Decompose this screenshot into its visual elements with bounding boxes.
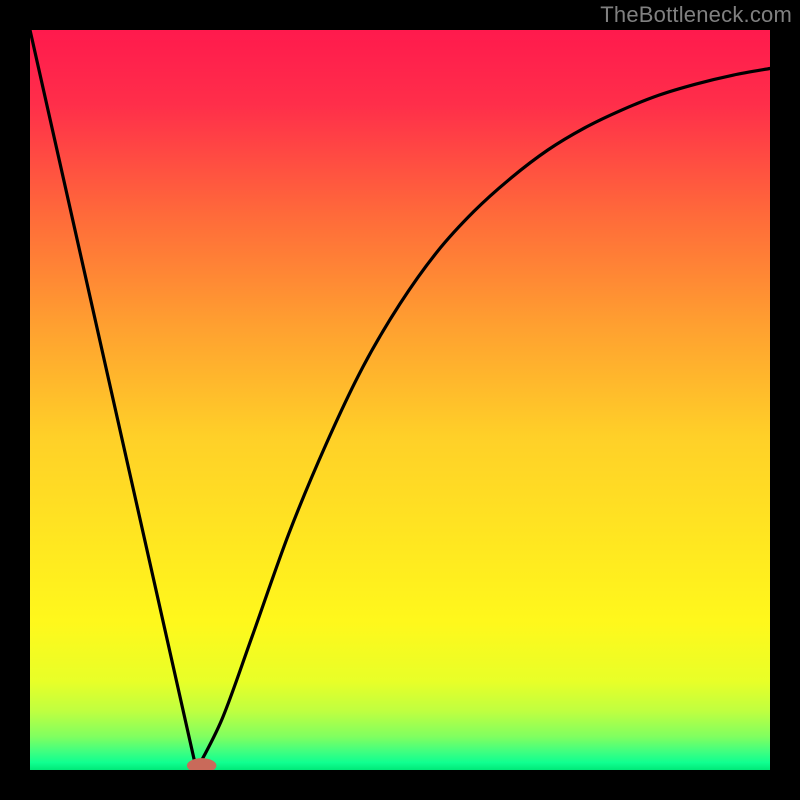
plot-area xyxy=(30,30,770,770)
watermark-text: TheBottleneck.com xyxy=(600,2,792,28)
optimum-marker xyxy=(187,758,217,770)
bottleneck-curve xyxy=(30,30,770,770)
curve-layer xyxy=(30,30,770,770)
chart-container: { "watermark": { "text": "TheBottleneck.… xyxy=(0,0,800,800)
